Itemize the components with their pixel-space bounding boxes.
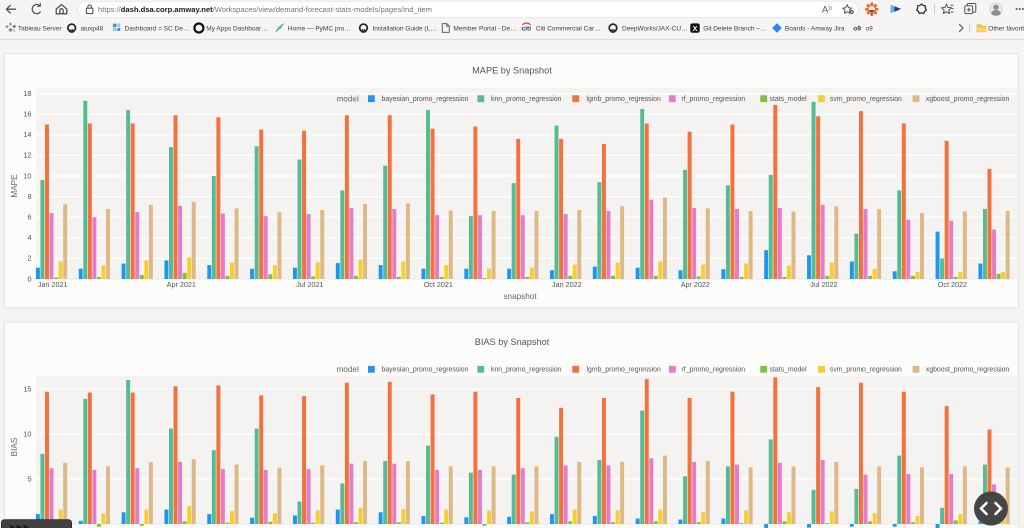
svg-text:stats_model: stats_model [770,367,808,374]
svg-text:knn_promo_regression: knn_promo_regression [491,96,562,103]
svg-text:8: 8 [27,192,31,201]
svg-text:lgmb_promo_regression: lgmb_promo_regression [587,367,661,374]
svg-text:snapshot: snapshot [503,292,537,301]
svg-text:Git Delete Branch –…: Git Delete Branch –… [703,25,766,32]
svg-text:Boards - Amway Jira: Boards - Amway Jira [785,25,845,32]
svg-text:o9: o9 [853,25,861,32]
svg-text:0: 0 [27,274,31,283]
svg-text:model: model [336,365,358,374]
svg-text:stats_model: stats_model [770,96,808,103]
svg-text:12: 12 [23,151,31,160]
svg-text:Jan 2022: Jan 2022 [552,280,582,289]
svg-text:5: 5 [27,474,31,483]
svg-text:BIAS: BIAS [10,437,19,456]
svg-text:2: 2 [27,254,31,263]
svg-text:14: 14 [23,130,31,139]
svg-text:Oct 2021: Oct 2021 [424,280,453,289]
svg-text:16: 16 [23,110,31,119]
svg-text:Home — PyMC pro…: Home — PyMC pro… [288,25,351,32]
svg-text:Apr 2021: Apr 2021 [167,280,196,289]
svg-text:rf_promo_regression: rf_promo_regression [682,367,746,374]
svg-text:citi: citi [522,26,532,33]
svg-text:aiuxp48: aiuxp48 [81,25,104,32]
svg-text:Other favorit: Other favorit [988,25,1024,32]
svg-text:Installation Guide (L…: Installation Guide (L… [372,25,436,32]
svg-text:A)): A)) [822,5,832,15]
svg-text:Member Portal - De…: Member Portal - De… [453,25,516,32]
svg-text:15: 15 [23,384,31,393]
svg-text:model: model [336,95,358,104]
svg-text:10: 10 [23,429,31,438]
svg-text:Dashboard = SC De…: Dashboard = SC De… [125,25,190,32]
svg-text:6: 6 [27,213,31,222]
svg-text:18: 18 [23,89,31,98]
svg-text:lgmb_promo_regression: lgmb_promo_regression [587,96,661,103]
svg-text:X: X [693,24,698,33]
svg-text:xgboost_promo_regression: xgboost_promo_regression [926,367,1010,374]
svg-text:Jul 2021: Jul 2021 [296,280,323,289]
svg-text:bayesian_promo_regression: bayesian_promo_regression [382,367,469,374]
svg-text:svm_promo_regression: svm_promo_regression [830,367,902,374]
svg-text:▶ ▶ ▶: ▶ ▶ ▶ [9,524,30,528]
svg-text:DeepWorks/JAX-CU…: DeepWorks/JAX-CU… [622,25,688,32]
svg-text:Apr 2022: Apr 2022 [681,280,710,289]
svg-text:Jul 2022: Jul 2022 [810,280,837,289]
svg-text:xgboost_promo_regression: xgboost_promo_regression [926,96,1010,103]
svg-text:My Apps Dashboar…: My Apps Dashboar… [206,25,267,32]
svg-text:10: 10 [23,171,31,180]
svg-text:MAPE by Snapshot: MAPE by Snapshot [472,66,552,76]
svg-text:rf_promo_regression: rf_promo_regression [682,96,746,103]
svg-text:Citi Commercial Car…: Citi Commercial Car… [536,25,601,32]
svg-text:Tableau Server: Tableau Server [18,25,63,32]
svg-text:svm_promo_regression: svm_promo_regression [830,96,902,103]
svg-text:Jan 2021: Jan 2021 [38,280,68,289]
svg-text:o9: o9 [866,25,874,32]
svg-text:4: 4 [27,233,31,242]
svg-text:Oct 2022: Oct 2022 [938,280,967,289]
svg-text:https://dash.dsa.corp.amway.ne: https://dash.dsa.corp.amway.net/Workspac… [98,5,432,14]
svg-text:bayesian_promo_regression: bayesian_promo_regression [382,96,469,103]
svg-text:BIAS by Snapshot: BIAS by Snapshot [475,337,550,347]
svg-text:knn_promo_regression: knn_promo_regression [491,367,562,374]
svg-text:MAPE: MAPE [10,174,19,198]
